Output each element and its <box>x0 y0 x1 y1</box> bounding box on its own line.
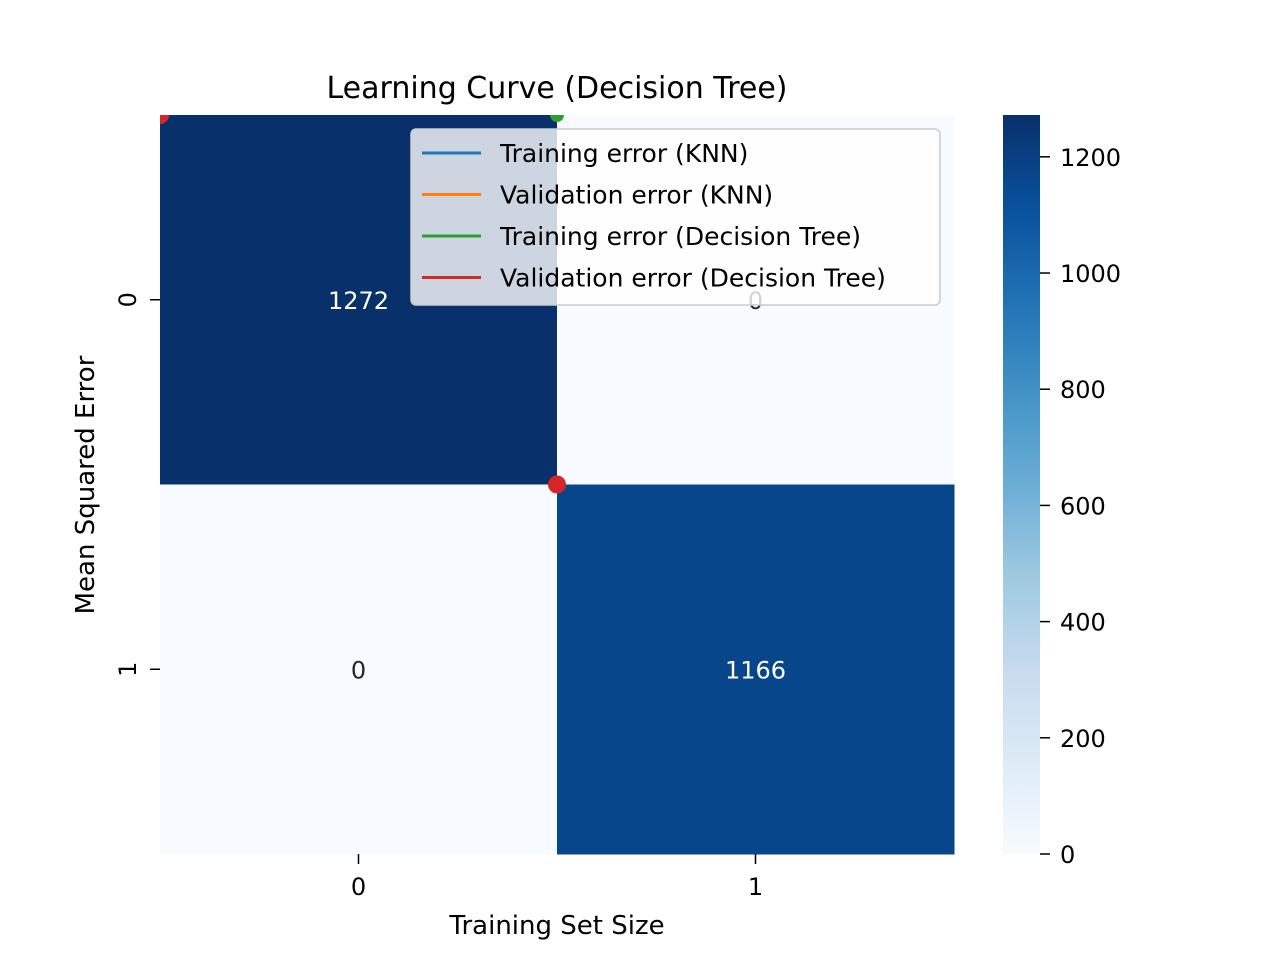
legend-label-3: Validation error (Decision Tree) <box>500 264 886 293</box>
legend: Training error (KNN) Validation error (KN… <box>410 128 941 306</box>
colorbar-tick-label-6: 1200 <box>1060 144 1121 172</box>
y-axis-ticks: 01 <box>114 292 160 677</box>
cell-label-1-1: 1166 <box>725 656 786 684</box>
overlay-point-0-0 <box>550 115 564 122</box>
y-tick-label-1: 1 <box>114 662 142 677</box>
colorbar-tick-label-4: 800 <box>1060 376 1106 404</box>
y-tick-label-0: 0 <box>114 292 142 307</box>
x-tick-label-0: 0 <box>351 873 366 901</box>
colorbar-tick-label-5: 1000 <box>1060 260 1121 288</box>
heatmap-cell-labels: 1272001166 <box>328 287 786 685</box>
cell-label-1-0: 0 <box>351 656 366 684</box>
overlay-points <box>160 115 566 494</box>
colorbar-tick-label-0: 0 <box>1060 841 1075 869</box>
legend-label-2: Training error (Decision Tree) <box>499 222 861 251</box>
y-axis-label: Mean Squared Error <box>71 355 101 614</box>
colorbar-tick-label-2: 400 <box>1060 609 1106 637</box>
x-tick-label-1: 1 <box>748 873 763 901</box>
chart-title: Learning Curve (Decision Tree) <box>327 71 788 106</box>
colorbar-tick-label-1: 200 <box>1060 725 1106 753</box>
heatmap-cell-1-1 <box>557 484 955 855</box>
overlay-point-1-1 <box>548 475 566 494</box>
legend-label-0: Training error (KNN) <box>499 139 748 168</box>
overlay-point-1-0 <box>160 115 169 124</box>
cell-label-0-0: 1272 <box>328 287 389 315</box>
colorbar-tick-label-3: 600 <box>1060 492 1106 520</box>
colorbar <box>1003 115 1040 854</box>
colorbar-ticks: 0 200 400 600 800 1000 1200 <box>1040 144 1121 869</box>
legend-box <box>410 128 941 306</box>
legend-label-1: Validation error (KNN) <box>500 181 773 210</box>
x-axis-label: Training Set Size <box>448 911 664 941</box>
heatmap-cell-1-0 <box>160 484 558 855</box>
